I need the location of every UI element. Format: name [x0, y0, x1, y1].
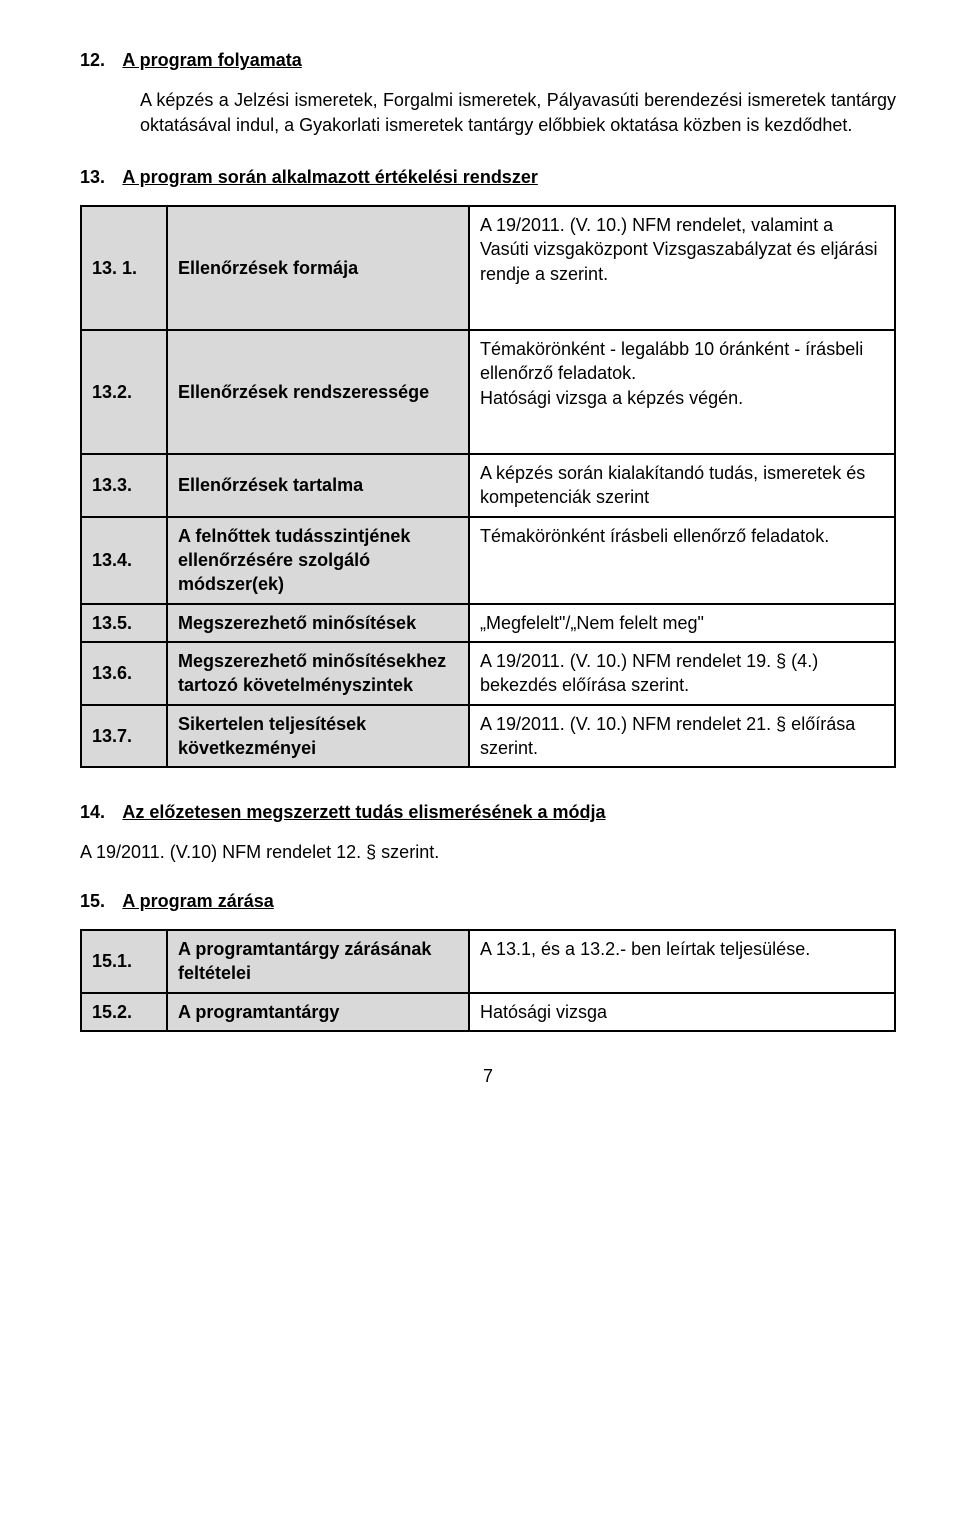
- section-12-num: 12.: [80, 48, 118, 72]
- row-value: Hatósági vizsga: [469, 993, 895, 1031]
- row-number: 13.7.: [81, 705, 167, 768]
- row-value: A képzés során kialakítandó tudás, ismer…: [469, 454, 895, 517]
- row-number: 13.5.: [81, 604, 167, 642]
- section-12-paragraph: A képzés a Jelzési ismeretek, Forgalmi i…: [140, 88, 896, 137]
- row-number: 13.3.: [81, 454, 167, 517]
- section-12-heading: 12. A program folyamata: [80, 48, 896, 72]
- table-row: 13.5.Megszerezhető minősítések„Megfelelt…: [81, 604, 895, 642]
- row-number: 15.2.: [81, 993, 167, 1031]
- row-label: Ellenőrzések tartalma: [167, 454, 469, 517]
- row-number: 13.4.: [81, 517, 167, 604]
- row-value: A 19/2011. (V. 10.) NFM rendelet, valami…: [469, 206, 895, 330]
- section-13-num: 13.: [80, 165, 118, 189]
- row-label: Ellenőrzések rendszeressége: [167, 330, 469, 454]
- section-14-title: Az előzetesen megszerzett tudás elismeré…: [122, 802, 605, 822]
- row-number: 15.1.: [81, 930, 167, 993]
- row-number: 13. 1.: [81, 206, 167, 330]
- row-label: Megszerezhető minősítések: [167, 604, 469, 642]
- table-row: 13.4.A felnőttek tudásszintjének ellenőr…: [81, 517, 895, 604]
- section-15-table: 15.1.A programtantárgy zárásának feltéte…: [80, 929, 896, 1032]
- row-value: „Megfelelt"/„Nem felelt meg": [469, 604, 895, 642]
- row-label: Ellenőrzések formája: [167, 206, 469, 330]
- section-14-num: 14.: [80, 800, 118, 824]
- section-14-line: A 19/2011. (V.10) NFM rendelet 12. § sze…: [80, 840, 896, 864]
- section-14-heading: 14. Az előzetesen megszerzett tudás elis…: [80, 800, 896, 824]
- row-value: A 19/2011. (V. 10.) NFM rendelet 19. § (…: [469, 642, 895, 705]
- table-row: 13.6.Megszerezhető minősítésekhez tartoz…: [81, 642, 895, 705]
- row-value: A 19/2011. (V. 10.) NFM rendelet 21. § e…: [469, 705, 895, 768]
- row-label: A programtantárgy: [167, 993, 469, 1031]
- table-row: 13. 1.Ellenőrzések formájaA 19/2011. (V.…: [81, 206, 895, 330]
- section-15-title: A program zárása: [122, 891, 273, 911]
- row-label: Megszerezhető minősítésekhez tartozó köv…: [167, 642, 469, 705]
- row-label: A felnőttek tudásszintjének ellenőrzésér…: [167, 517, 469, 604]
- row-label: Sikertelen teljesítések következményei: [167, 705, 469, 768]
- table-row: 15.2.A programtantárgyHatósági vizsga: [81, 993, 895, 1031]
- table-row: 15.1.A programtantárgy zárásának feltéte…: [81, 930, 895, 993]
- section-13-title: A program során alkalmazott értékelési r…: [122, 167, 538, 187]
- table-row: 13.3.Ellenőrzések tartalmaA képzés során…: [81, 454, 895, 517]
- row-value: A 13.1, és a 13.2.- ben leírtak teljesül…: [469, 930, 895, 993]
- row-label: A programtantárgy zárásának feltételei: [167, 930, 469, 993]
- section-15-heading: 15. A program zárása: [80, 889, 896, 913]
- row-number: 13.2.: [81, 330, 167, 454]
- section-13-heading: 13. A program során alkalmazott értékelé…: [80, 165, 896, 189]
- row-number: 13.6.: [81, 642, 167, 705]
- section-13-table: 13. 1.Ellenőrzések formájaA 19/2011. (V.…: [80, 205, 896, 768]
- section-12-title: A program folyamata: [122, 50, 301, 70]
- section-15-num: 15.: [80, 889, 118, 913]
- page-number: 7: [80, 1064, 896, 1088]
- row-value: Témakörönként - legalább 10 óránként - í…: [469, 330, 895, 454]
- table-row: 13.7.Sikertelen teljesítések következmén…: [81, 705, 895, 768]
- table-row: 13.2.Ellenőrzések rendszerességeTémakörö…: [81, 330, 895, 454]
- row-value: Témakörönként írásbeli ellenőrző feladat…: [469, 517, 895, 604]
